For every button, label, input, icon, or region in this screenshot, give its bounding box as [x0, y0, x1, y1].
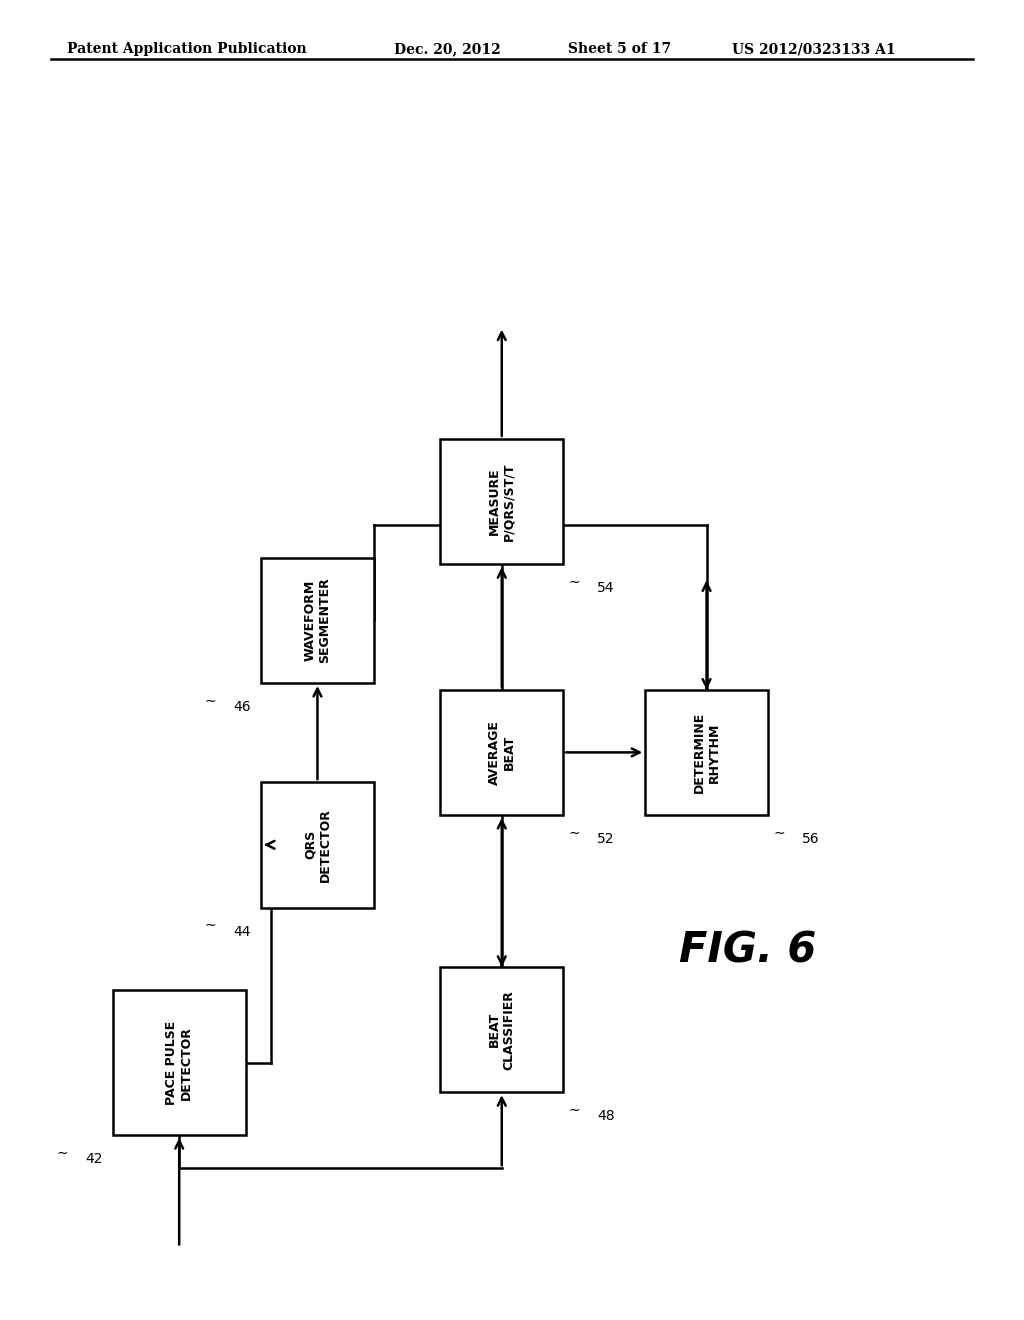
Text: ∼: ∼: [568, 1104, 580, 1117]
Text: 44: 44: [233, 924, 251, 939]
Text: BEAT
CLASSIFIER: BEAT CLASSIFIER: [487, 990, 516, 1069]
Text: ∼: ∼: [773, 826, 784, 840]
Bar: [440, 689, 563, 814]
Text: Patent Application Publication: Patent Application Publication: [67, 42, 306, 57]
Bar: [645, 689, 768, 814]
Text: MEASURE
P/QRS/ST/T: MEASURE P/QRS/ST/T: [487, 462, 516, 541]
Text: ∼: ∼: [568, 826, 580, 840]
Text: US 2012/0323133 A1: US 2012/0323133 A1: [732, 42, 896, 57]
Text: 56: 56: [802, 833, 819, 846]
Text: ∼: ∼: [56, 1146, 68, 1160]
Text: 46: 46: [233, 700, 251, 714]
Bar: [113, 990, 246, 1135]
Bar: [261, 781, 374, 908]
Text: ∼: ∼: [205, 919, 216, 932]
Text: Sheet 5 of 17: Sheet 5 of 17: [568, 42, 672, 57]
Text: ∼: ∼: [568, 576, 580, 589]
Text: 42: 42: [85, 1152, 102, 1167]
Text: AVERAGE
BEAT: AVERAGE BEAT: [487, 719, 516, 785]
Bar: [440, 966, 563, 1093]
Text: PACE PULSE
DETECTOR: PACE PULSE DETECTOR: [165, 1020, 194, 1105]
Bar: [440, 438, 563, 565]
Text: 54: 54: [597, 581, 614, 595]
Text: ∼: ∼: [205, 694, 216, 708]
Text: 52: 52: [597, 833, 614, 846]
Text: 48: 48: [597, 1109, 614, 1123]
Bar: [261, 557, 374, 682]
Text: QRS
DETECTOR: QRS DETECTOR: [303, 808, 332, 882]
Text: Dec. 20, 2012: Dec. 20, 2012: [394, 42, 501, 57]
Text: FIG. 6: FIG. 6: [679, 929, 816, 972]
Text: WAVEFORM
SEGMENTER: WAVEFORM SEGMENTER: [303, 578, 332, 663]
Text: DETERMINE
RHYTHM: DETERMINE RHYTHM: [692, 711, 721, 793]
